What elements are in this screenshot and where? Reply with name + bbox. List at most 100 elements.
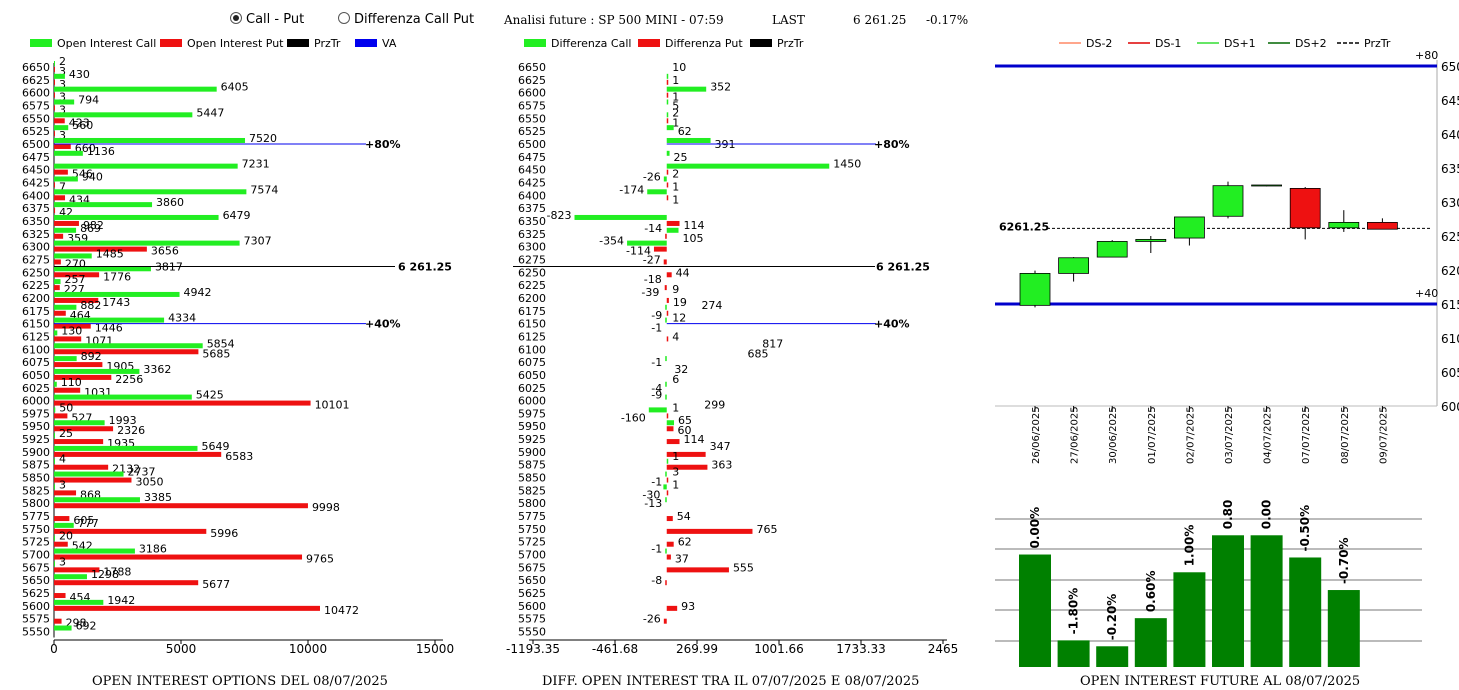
- tick-label-date: 30/06/2025: [1108, 406, 1119, 464]
- tick-label-y: 6050: [1441, 366, 1459, 380]
- data-label-put: 3656: [151, 245, 179, 258]
- data-label-diff: 765: [756, 523, 777, 536]
- radio-diff-call-put[interactable]: Differenza Call Put: [338, 12, 474, 27]
- bar-put: [54, 554, 303, 560]
- bar-call: [54, 291, 180, 297]
- bar-diff-call: [666, 73, 669, 79]
- bar-diff-put: [665, 580, 667, 586]
- tick-label-strike: 6250: [518, 266, 546, 279]
- data-label-diff: 4: [672, 330, 679, 343]
- bar-future-oi: [1327, 590, 1360, 667]
- data-label-diff: 1: [672, 74, 679, 87]
- data-label-put: 605: [73, 514, 94, 527]
- bar-call: [54, 356, 77, 362]
- data-label-diff: -14: [644, 222, 662, 235]
- bar-put: [54, 195, 66, 201]
- tick-label-strike: 6300: [518, 241, 546, 254]
- legend-label: DS+2: [1295, 37, 1327, 50]
- bar-put: [54, 92, 55, 98]
- tick-label-strike: 5775: [518, 510, 546, 523]
- bar-call: [54, 407, 56, 413]
- tick-label-strike: 5700: [518, 549, 546, 562]
- bar-call: [54, 599, 104, 605]
- bar-put: [54, 426, 114, 432]
- tick-label-x: -1193.35: [506, 642, 560, 655]
- tick-label-strike: 5750: [22, 523, 50, 536]
- data-label-put: 5685: [202, 347, 230, 360]
- bar-diff-call: [665, 317, 667, 323]
- tick-label-strike: 5550: [518, 626, 546, 639]
- bar-diff-call: [666, 227, 679, 233]
- bar-call: [54, 125, 69, 131]
- tick-label-strike: 6000: [518, 395, 546, 408]
- bar-put: [54, 451, 222, 457]
- data-label-future-oi: 0.80%: [1221, 500, 1235, 529]
- tick-label-strike: 6100: [518, 343, 546, 356]
- legend-label: PrzTr: [1364, 37, 1391, 50]
- legend-swatch: [750, 39, 772, 47]
- bar-diff-put: [666, 477, 669, 483]
- tick-label-strike: 6650: [22, 61, 50, 74]
- tick-label-strike: 5700: [22, 549, 50, 562]
- legend-label: Differenza Call: [551, 37, 631, 50]
- legend-swatch: [30, 39, 52, 47]
- bar-call: [54, 433, 55, 439]
- bar-call: [54, 420, 105, 426]
- radio-selected-icon[interactable]: [230, 12, 242, 24]
- bar-call: [54, 343, 203, 349]
- tick-label-strike: 5875: [518, 459, 546, 472]
- tick-label-date: 08/07/2025: [1340, 406, 1351, 464]
- legend-swatch: [524, 39, 546, 47]
- tick-label-strike: 5850: [518, 472, 546, 485]
- tick-label-strike: 5600: [518, 600, 546, 613]
- data-label-future-oi: -0.50%: [1298, 505, 1312, 552]
- data-label-put: 3: [59, 91, 66, 104]
- bar-future-oi: [1019, 554, 1051, 667]
- future-candlestick-chart: DS-2 DS-1 DS+1 DS+2 PrzTr 6500 6450 6400 6350 630…: [995, 37, 1459, 464]
- radio-unselected-icon[interactable]: [338, 12, 350, 24]
- data-label-call: 1136: [87, 145, 115, 158]
- bar-put: [54, 374, 112, 380]
- tick-label-strike: 6050: [518, 369, 546, 382]
- bar-put: [54, 285, 60, 291]
- bar-call: [54, 548, 135, 554]
- candle-body: [1212, 185, 1244, 217]
- tick-label-strike: 6525: [22, 125, 50, 138]
- data-label-diff: -26: [643, 613, 661, 626]
- bar-diff-call: [665, 471, 667, 477]
- data-label-call: 7307: [244, 235, 272, 248]
- bar-put: [54, 79, 55, 85]
- tick-label-y: 6500: [1441, 60, 1459, 74]
- tick-label-strike: 6225: [22, 279, 50, 292]
- tick-label-strike: 6075: [22, 356, 50, 369]
- data-label-diff: 1: [672, 193, 679, 206]
- bar-diff-call: [666, 458, 669, 464]
- bar-diff-call: [648, 407, 667, 413]
- data-label-diff: 1: [672, 478, 679, 491]
- data-label-call: 5425: [196, 389, 224, 402]
- radio-call-put-label: Call - Put: [246, 12, 305, 27]
- bar-put: [54, 105, 55, 111]
- data-label-call: 5447: [196, 106, 224, 119]
- bar-put: [54, 246, 147, 252]
- tick-label-strike: 5900: [22, 446, 50, 459]
- tick-label-date: 09/07/2025: [1378, 406, 1389, 464]
- bar-diff-put: [666, 169, 669, 175]
- tick-label-strike: 6625: [518, 74, 546, 87]
- tick-label-strike: 5825: [22, 484, 50, 497]
- data-label-diff: 114: [684, 219, 705, 232]
- bar-diff-call: [574, 214, 667, 220]
- data-label-call: 1993: [109, 414, 137, 427]
- tick-label-strike: 6200: [518, 292, 546, 305]
- tick-label-strike: 5800: [518, 497, 546, 510]
- data-label-future-oi: 0.00%: [1028, 507, 1042, 549]
- tick-label-strike: 6475: [22, 151, 50, 164]
- data-label-diff: 1450: [833, 158, 861, 171]
- bar-put: [54, 220, 79, 226]
- radio-call-put[interactable]: Call - Put: [230, 12, 304, 27]
- legend-label: Open Interest Put: [187, 37, 284, 50]
- tick-label-y: 6150: [1441, 298, 1459, 312]
- bar-call: [54, 445, 198, 451]
- data-label-put: 2256: [115, 373, 143, 386]
- bar-diff-put: [663, 259, 667, 265]
